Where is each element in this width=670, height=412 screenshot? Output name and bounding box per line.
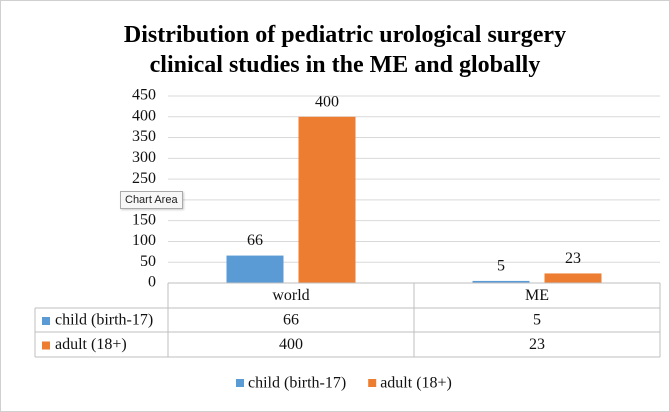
y-tick-label: 0	[148, 274, 156, 291]
data-label: 400	[315, 93, 339, 110]
table-cell: 66	[283, 312, 299, 329]
y-tick-label: 150	[132, 211, 156, 228]
tooltip: Chart Area	[120, 191, 183, 209]
y-tick-label: 350	[132, 128, 156, 145]
table-legend-key	[42, 317, 50, 325]
table-cell: 23	[529, 336, 545, 353]
table-cell: 5	[533, 312, 541, 329]
table-legend-key	[42, 341, 50, 350]
legend-label: child (birth-17)	[248, 375, 346, 392]
y-tick-label: 300	[132, 149, 156, 166]
data-label: 23	[565, 250, 581, 267]
bar	[298, 116, 356, 284]
chart-title: Distribution of pediatric urological sur…	[123, 22, 567, 78]
table-cell: 400	[279, 336, 303, 353]
bar	[472, 280, 530, 283]
data-label: 5	[497, 258, 505, 275]
bar	[544, 273, 602, 283]
table-series-name: child (birth-17)	[55, 312, 153, 329]
y-tick-label: 450	[132, 87, 156, 104]
y-tick-label: 250	[132, 170, 156, 187]
y-tick-label: 400	[132, 107, 156, 124]
data-label: 66	[247, 232, 263, 249]
x-tick-label: world	[272, 287, 309, 304]
y-tick-label: 100	[132, 232, 156, 249]
bar	[226, 255, 284, 283]
legend-key	[236, 379, 244, 387]
x-tick-label: ME	[525, 287, 549, 304]
legend-label: adult (18+)	[380, 375, 452, 392]
table-series-name: adult (18+)	[55, 336, 127, 353]
y-tick-label: 50	[140, 253, 156, 270]
legend-key	[368, 379, 377, 387]
